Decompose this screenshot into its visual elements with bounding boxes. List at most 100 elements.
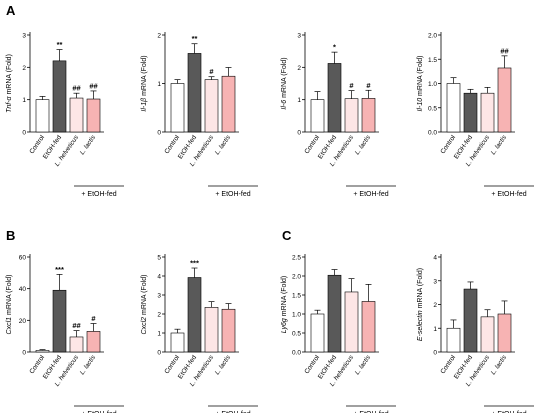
group-label: + EtOH-fed [353,411,388,413]
bar-control [310,313,325,353]
bar-etoh-fed [52,60,67,133]
bar-l-helveticus [344,98,359,133]
group-label: + EtOH-fed [353,191,388,198]
group-label: + EtOH-fed [215,411,250,413]
bar-etoh-fed [52,289,67,353]
bar-l-helveticus [344,291,359,353]
bar-l-helveticus [69,336,84,353]
y-axis-label: Il-10 mRNA (Fold) [417,55,424,111]
bar-control [170,83,185,133]
bar-l-helveticus [204,79,219,133]
y-tick-label: 3 [157,293,161,300]
y-axis-label: Cxcl1 mRNA (Fold) [6,275,13,335]
bar-l-helveticus [204,307,219,353]
y-axis-label-unit: mRNA (Fold) [417,55,424,97]
bar-l-lactis [361,98,376,133]
y-axis-label-unit: mRNA (Fold) [6,54,13,96]
bar-etoh-fed [463,92,478,133]
y-tick-label: 5 [157,255,161,262]
bar-l-lactis [221,75,236,133]
y-tick-label: 0.5 [292,331,301,338]
y-axis-label-unit: mRNA (Fold) [141,275,148,317]
chart-il-10: 0.00.51.01.52.0Il-10 mRNA (Fold)ControlE… [417,32,534,198]
y-tick-label: 20 [19,318,27,325]
y-axis-label: Il-1β mRNA (Fold) [141,55,148,111]
y-axis-label-gene: E-selectin [417,310,424,341]
bar-etoh-fed [327,274,342,353]
y-axis-label: Il-6 mRNA (Fold) [281,57,288,109]
bar-control [446,83,461,133]
category-label: L. lactis [354,354,373,377]
bar-l-helveticus [69,97,84,133]
bar-l-lactis [86,98,101,133]
bar-etoh-fed [187,53,202,133]
category-label: L. lactis [490,354,509,377]
bar-l-lactis [497,313,512,353]
panel-letter-c: C [282,228,292,243]
bar-l-helveticus [480,316,495,353]
category-label: L. lactis [214,354,233,377]
significance-marker: ## [72,321,81,330]
bar-l-lactis [86,331,101,353]
y-tick-label: 2 [157,312,161,319]
category-label: L. lactis [214,134,233,157]
y-tick-label: 2 [157,33,161,40]
y-tick-label: 1 [157,81,161,88]
bar-control [446,327,461,353]
y-axis-label-gene: Il-10 [417,98,424,112]
y-axis-label-unit: mRNA (Fold) [281,276,288,318]
significance-marker: * [333,43,336,52]
y-tick-label: 1.5 [428,57,437,64]
y-tick-label: 2 [433,302,437,309]
significance-marker: ## [72,84,81,93]
y-tick-label: 40 [19,286,27,293]
y-tick-label: 0 [157,130,161,137]
y-tick-label: 2.0 [428,33,437,40]
y-tick-label: 0.5 [428,105,437,112]
y-tick-label: 0 [22,350,26,357]
y-axis-label-gene: Il-6 [281,100,288,110]
y-tick-label: 1.0 [292,312,301,319]
significance-marker: ## [89,81,98,90]
category-label: L. lactis [354,134,373,157]
y-tick-label: 4 [433,255,437,262]
y-axis-label-unit: mRNA (Fold) [6,275,13,317]
y-axis-label-unit: mRNA (Fold) [141,55,148,97]
significance-marker: *** [190,259,199,268]
y-tick-label: 1 [22,97,26,104]
y-tick-label: 1.5 [292,293,301,300]
y-axis-label-gene: Cxcl2 [141,317,148,335]
y-tick-label: 1 [157,331,161,338]
significance-marker: # [209,67,214,76]
y-tick-label: 0 [22,130,26,137]
bar-l-lactis [361,301,376,353]
y-axis-label-gene: Ly6g [281,318,288,333]
bar-control [310,99,325,133]
significance-marker: # [366,81,371,90]
panel-letter-a: A [6,3,16,18]
category-label: L. lactis [490,134,509,157]
significance-marker: ** [57,40,63,49]
y-axis-label: Ly6g mRNA (Fold) [281,276,288,333]
y-tick-label: 0 [433,350,437,357]
y-tick-label: 0.0 [428,130,437,137]
bar-control [170,332,185,353]
y-tick-label: 3 [297,33,301,40]
category-label: L. lactis [79,354,98,377]
group-label: + EtOH-fed [491,411,526,413]
y-tick-label: 0 [297,130,301,137]
bar-etoh-fed [327,63,342,133]
significance-marker: # [349,81,354,90]
y-tick-label: 3 [433,278,437,285]
bar-etoh-fed [187,277,202,353]
y-tick-label: 0 [157,350,161,357]
y-axis-label-unit: mRNA (Fold) [417,268,424,310]
y-axis-label-gene: Tnf-α [6,95,13,112]
